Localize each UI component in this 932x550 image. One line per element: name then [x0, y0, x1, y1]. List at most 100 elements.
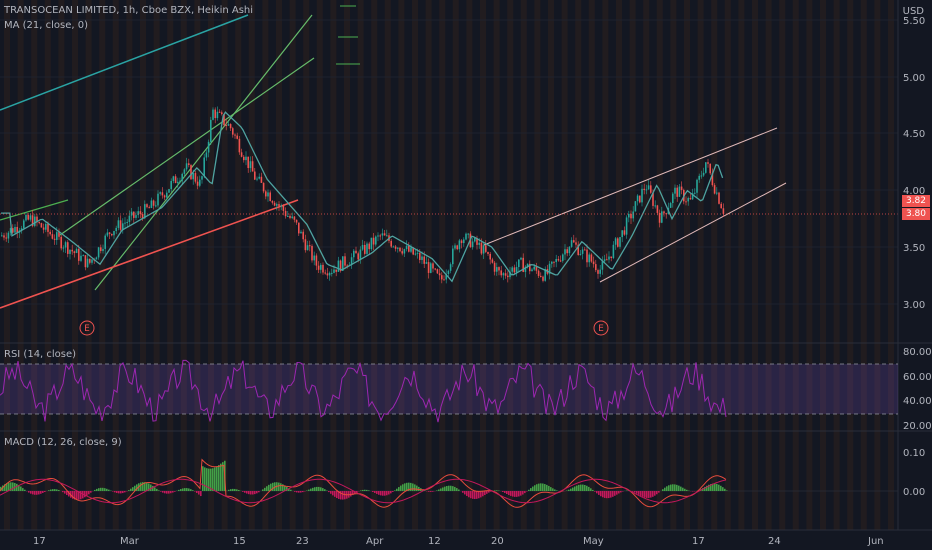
candle-body	[71, 249, 73, 252]
macd-bar	[538, 483, 540, 491]
macd-bar	[634, 491, 636, 493]
earnings-marker-1[interactable]: E	[79, 320, 95, 336]
time-axis[interactable]: 17 Mar 15 23 Apr 12 20 May 17 24 Jun	[33, 536, 884, 547]
symbol-legend[interactable]: TRANSOCEAN LIMITED, 1h, Cboe BZX, Heikin…	[4, 5, 255, 16]
candle-body	[504, 273, 507, 276]
macd-bar	[466, 491, 468, 496]
candle-body	[190, 165, 192, 180]
candle-body	[152, 200, 155, 206]
candle-body	[529, 263, 531, 272]
session-band	[697, 0, 704, 530]
macd-bar	[188, 488, 190, 491]
candle-body	[102, 248, 104, 251]
rsi-title: RSI (14, close)	[4, 349, 77, 360]
macd-line	[0, 458, 727, 508]
price-axis[interactable]: 5.50 5.00 4.50 4.00 3.50 3.00 80.00 60.0…	[903, 16, 932, 498]
macd-bar	[34, 491, 36, 495]
macd-bar	[68, 491, 70, 497]
macd-bar	[324, 489, 326, 491]
candle-body	[612, 244, 615, 259]
macd-bar	[676, 484, 678, 491]
candle-body	[75, 248, 78, 253]
macd-bar	[80, 491, 82, 500]
macd-bar	[56, 489, 58, 491]
macd-bar	[94, 489, 96, 491]
candle-body	[27, 214, 29, 220]
candle-body	[364, 244, 366, 254]
session-band	[330, 0, 337, 530]
session-band	[860, 0, 867, 530]
macd-bar	[256, 491, 258, 494]
macd-bar	[550, 487, 552, 491]
rsi-legend[interactable]: RSI (14, close)	[4, 349, 78, 360]
candle-body	[658, 212, 661, 223]
macd-bar	[552, 488, 554, 491]
candle-body	[84, 255, 87, 268]
macd-legend[interactable]: MACD (12, 26, close, 9)	[4, 437, 124, 448]
candle-body	[124, 222, 126, 224]
macd-bar	[264, 487, 266, 491]
candle-body	[205, 152, 208, 158]
macd-bar	[192, 490, 194, 491]
candle-body	[542, 276, 544, 281]
macd-bar	[218, 465, 220, 491]
macd-bar	[262, 489, 264, 491]
macd-bar	[300, 491, 302, 493]
rsi-band	[0, 364, 898, 414]
macd-bar	[62, 491, 64, 493]
candle-body	[225, 124, 227, 126]
macd-bar	[458, 489, 460, 491]
macd-bar	[154, 487, 156, 491]
candle-body	[260, 176, 263, 183]
candle-body	[317, 265, 320, 270]
candle-body	[282, 205, 285, 211]
macd-bar	[672, 484, 674, 491]
session-band	[153, 0, 160, 530]
session-band	[31, 0, 38, 530]
macd-bar	[220, 463, 222, 491]
candle-body	[51, 234, 54, 239]
candle-body	[179, 180, 181, 182]
macd-bar	[646, 491, 648, 498]
candle-body	[201, 176, 203, 180]
candle-body	[720, 203, 722, 209]
macd-bar	[250, 491, 252, 495]
candle-body	[630, 213, 632, 219]
macd-bar	[122, 491, 124, 494]
macd-bar	[340, 491, 342, 500]
session-band	[44, 0, 51, 530]
macd-bar	[540, 483, 542, 491]
candle-body	[355, 250, 357, 254]
drawings[interactable]	[0, 5, 787, 309]
macd-bar	[258, 491, 260, 493]
macd-bar	[682, 487, 684, 491]
macd-bar	[516, 491, 518, 497]
macd-bar	[132, 487, 134, 491]
session-band	[752, 0, 758, 530]
candle-body	[326, 273, 329, 276]
candle-body	[256, 178, 258, 180]
macd-bar	[334, 491, 336, 497]
macd-bar	[416, 485, 418, 491]
time-tick-11: Jun	[867, 536, 884, 547]
time-tick-3: 15	[233, 536, 246, 547]
ma-legend[interactable]: MA (21, close, 0)	[4, 20, 90, 31]
session-band	[180, 0, 187, 530]
macd-bar	[722, 487, 724, 491]
candle-body	[540, 275, 542, 277]
candle-body	[293, 216, 296, 220]
candle-body	[276, 204, 278, 206]
candle-body	[108, 232, 111, 234]
candle-body	[641, 188, 643, 203]
candle-body	[645, 189, 648, 191]
candle-body	[722, 208, 725, 214]
macd-bar	[344, 491, 346, 500]
candle-body	[42, 227, 45, 230]
macd-bar	[396, 488, 398, 491]
candle-body	[64, 242, 67, 248]
candle-body	[254, 171, 256, 180]
earnings-marker-2[interactable]: E	[593, 320, 609, 336]
macd-bar	[128, 490, 130, 491]
candle-body	[238, 138, 241, 153]
